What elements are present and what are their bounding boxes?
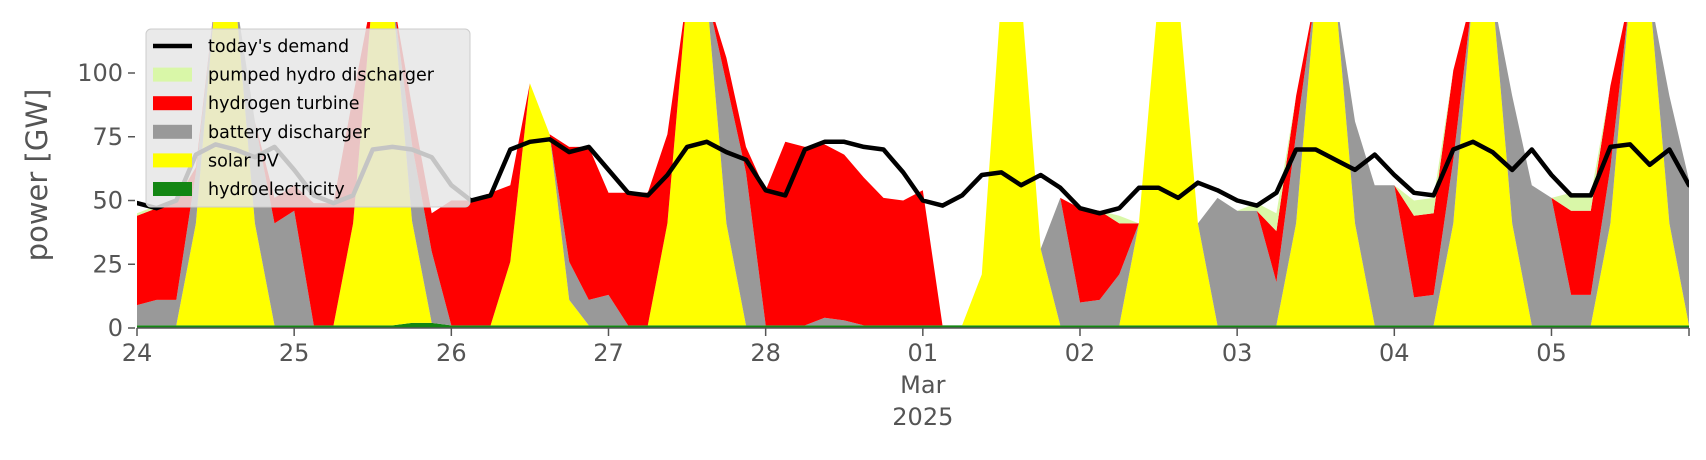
area-hydrogen bbox=[137, 22, 1689, 326]
legend-swatch-solar bbox=[153, 153, 192, 168]
legend-label: pumped hydro discharger bbox=[208, 66, 435, 86]
legend-label: hydroelectricity bbox=[208, 180, 345, 200]
legend-label: solar PV bbox=[208, 151, 279, 171]
area-battery bbox=[137, 22, 1689, 326]
x-tick-label: 05 bbox=[1536, 339, 1567, 367]
x-tick-label: 27 bbox=[593, 339, 624, 367]
legend-swatch-battery bbox=[153, 124, 192, 139]
stacked-areas bbox=[137, 22, 1689, 328]
x-tick-label: 02 bbox=[1065, 339, 1096, 367]
y-tick-label: 50 bbox=[92, 187, 123, 215]
x-tick-label: 25 bbox=[279, 339, 310, 367]
x-year-label: 2025 bbox=[892, 403, 953, 431]
legend-swatch-hydrogen bbox=[153, 96, 192, 111]
area-solar bbox=[137, 22, 1689, 326]
x-tick-label: 26 bbox=[436, 339, 467, 367]
x-tick-label: 03 bbox=[1222, 339, 1253, 367]
area-hydro bbox=[137, 322, 1689, 328]
y-tick-label: 25 bbox=[92, 250, 123, 278]
legend-label: hydrogen turbine bbox=[208, 94, 360, 114]
x-tick-label: 01 bbox=[908, 339, 939, 367]
legend-box bbox=[145, 28, 471, 208]
legend: today's demand pumped hydro discharger hyd… bbox=[145, 28, 471, 208]
y-tick-label: 0 bbox=[108, 314, 123, 342]
axes: 0 25 50 75 100 24 25 26 27 28 01 02 03 04 05 Mar 2025 pow… bbox=[20, 59, 1690, 431]
x-tick-label: 24 bbox=[122, 339, 153, 367]
legend-swatch-hydro bbox=[153, 182, 192, 196]
y-tick-label: 100 bbox=[77, 59, 123, 87]
legend-label: today's demand bbox=[208, 37, 349, 57]
y-axis-label: power [GW] bbox=[20, 89, 54, 262]
y-tick-label: 75 bbox=[92, 123, 123, 151]
x-month-label: Mar bbox=[900, 371, 945, 399]
x-tick-label: 04 bbox=[1379, 339, 1410, 367]
legend-swatch-pumped-hydro bbox=[153, 67, 192, 82]
x-tick-label: 28 bbox=[750, 339, 781, 367]
legend-label: battery discharger bbox=[208, 123, 371, 143]
